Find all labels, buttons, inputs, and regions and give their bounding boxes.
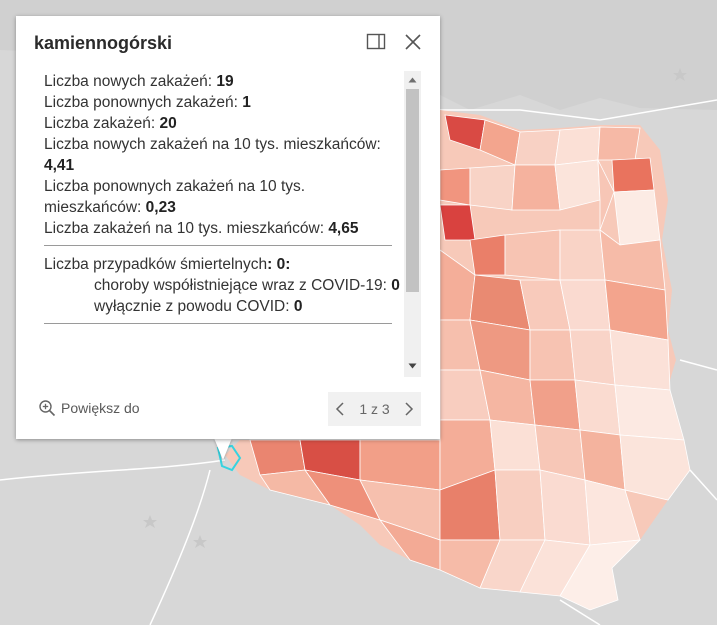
- dock-panel-icon[interactable]: [366, 33, 386, 51]
- feature-popup: kamiennogórski Liczba nowych zakażeń: 19…: [16, 16, 440, 439]
- stat-deaths: Liczba przypadków śmiertelnych: 0:: [44, 256, 291, 273]
- scroll-up-arrow-icon[interactable]: [404, 73, 421, 87]
- popup-title: kamiennogórski: [34, 33, 173, 53]
- stat-deaths-covid-only: wyłącznie z powodu COVID: 0: [94, 298, 303, 315]
- scrollbar-thumb[interactable]: [406, 89, 419, 292]
- zoom-in-icon: [39, 400, 56, 417]
- next-feature-button[interactable]: [397, 392, 421, 426]
- pager-label: 1 z 3: [359, 401, 390, 417]
- divider: [44, 245, 392, 246]
- chevron-left-icon: [335, 402, 344, 416]
- zoom-to-button[interactable]: Powiększ do: [38, 399, 140, 417]
- popup-footer: Powiększ do 1 z 3: [16, 390, 440, 430]
- stat-reinfections: Liczba ponownych zakażeń: 1: [44, 94, 251, 111]
- feature-pager: 1 z 3: [328, 392, 421, 426]
- stat-deaths-comorbid: choroby współistniejące wraz z COVID-19:…: [94, 277, 400, 294]
- previous-feature-button[interactable]: [328, 392, 352, 426]
- popup-pointer: [214, 438, 232, 460]
- stat-new-cases: Liczba nowych zakażeń: 19: [44, 73, 234, 90]
- zoom-to-label: Powiększ do: [61, 400, 140, 416]
- stat-total-per-10k: Liczba zakażeń na 10 tys. mieszkańców: 4…: [44, 220, 359, 237]
- divider: [44, 323, 392, 324]
- close-icon[interactable]: [402, 31, 424, 53]
- stat-new-per-10k: Liczba nowych zakażeń na 10 tys. mieszka…: [44, 136, 381, 174]
- stat-total-cases: Liczba zakażeń: 20: [44, 115, 177, 132]
- scroll-down-arrow-icon[interactable]: [404, 359, 421, 373]
- popup-header: kamiennogórski: [16, 16, 440, 70]
- popup-scrollbar[interactable]: [404, 71, 421, 377]
- popup-content: Liczba nowych zakażeń: 19 Liczba ponowny…: [44, 71, 402, 391]
- stat-reinfections-per-10k: Liczba ponownych zakażeń na 10 tys. mies…: [44, 178, 306, 216]
- chevron-right-icon: [405, 402, 414, 416]
